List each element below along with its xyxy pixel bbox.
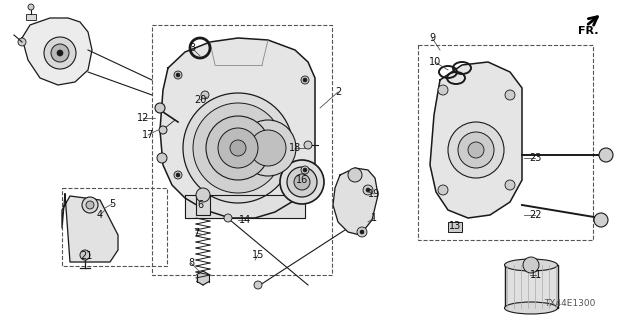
Circle shape [218,128,258,168]
Circle shape [206,116,270,180]
Circle shape [201,91,209,99]
Circle shape [176,173,180,177]
Circle shape [357,227,367,237]
Circle shape [250,130,286,166]
Text: 9: 9 [429,33,435,43]
Text: 1: 1 [371,213,377,223]
Circle shape [18,38,26,46]
Text: 17: 17 [142,130,154,140]
Circle shape [505,90,515,100]
Circle shape [176,73,180,77]
Circle shape [287,167,317,197]
Text: FR.: FR. [578,26,598,36]
Text: 16: 16 [296,175,308,185]
Bar [418,45,593,240]
Circle shape [301,76,309,84]
Circle shape [348,168,362,182]
Bar [152,25,332,275]
Text: 6: 6 [197,200,203,210]
Text: 12: 12 [137,113,149,123]
Text: 19: 19 [368,189,380,199]
Text: TX44E1300: TX44E1300 [543,299,595,308]
Circle shape [468,142,484,158]
Polygon shape [430,62,522,218]
Circle shape [159,126,167,134]
Text: 7: 7 [193,228,199,238]
Circle shape [193,103,283,193]
Circle shape [80,250,90,260]
Circle shape [230,140,246,156]
Text: 21: 21 [80,251,92,261]
Circle shape [28,4,34,10]
Circle shape [82,197,98,213]
Circle shape [303,168,307,172]
Circle shape [157,153,167,163]
Bar [62,188,167,266]
Text: 4: 4 [97,210,103,220]
Text: 10: 10 [429,57,441,67]
Polygon shape [160,38,315,218]
Text: 2: 2 [335,87,341,97]
Text: 22: 22 [529,210,541,220]
Circle shape [438,185,448,195]
Circle shape [240,120,296,176]
Circle shape [57,50,63,56]
Text: 11: 11 [530,270,542,280]
Circle shape [254,281,262,289]
Circle shape [366,188,370,192]
Circle shape [303,78,307,82]
Bar [196,195,210,215]
Polygon shape [22,18,92,85]
Text: 15: 15 [252,250,264,260]
Circle shape [448,122,504,178]
Circle shape [458,132,494,168]
Text: 8: 8 [188,258,194,268]
Circle shape [183,93,293,203]
Circle shape [599,148,613,162]
Polygon shape [62,194,118,262]
Circle shape [304,141,312,149]
Circle shape [301,166,309,174]
Circle shape [363,185,373,195]
Text: 18: 18 [289,143,301,153]
Text: 20: 20 [194,95,206,105]
Circle shape [294,174,310,190]
Circle shape [51,44,69,62]
Text: 3: 3 [189,43,195,53]
Text: 5: 5 [109,199,115,209]
Circle shape [280,160,324,204]
Polygon shape [185,195,305,218]
Circle shape [196,188,210,202]
Circle shape [438,85,448,95]
Text: 14: 14 [239,215,251,225]
Ellipse shape [504,302,557,314]
Polygon shape [197,271,209,285]
Circle shape [360,230,364,234]
Circle shape [594,213,608,227]
Circle shape [155,103,165,113]
Circle shape [174,171,182,179]
Bar [448,222,462,232]
Ellipse shape [504,259,557,271]
Circle shape [505,180,515,190]
Text: 13: 13 [449,221,461,231]
Circle shape [86,201,94,209]
Text: 23: 23 [529,153,541,163]
Circle shape [174,71,182,79]
Bar [26,14,36,20]
Circle shape [44,37,76,69]
Polygon shape [333,168,378,235]
Circle shape [224,214,232,222]
Polygon shape [505,265,558,308]
Circle shape [523,257,539,273]
